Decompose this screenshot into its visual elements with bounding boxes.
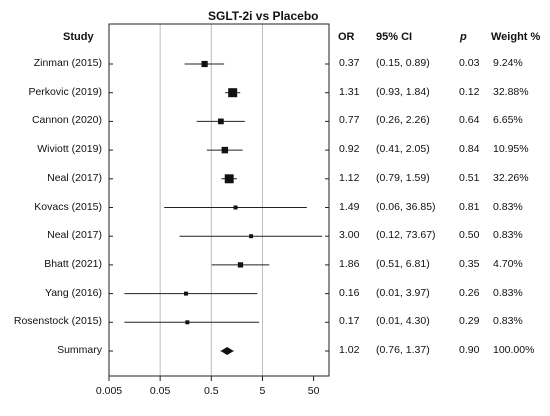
- ci-value-1: (0.93, 1.84): [376, 85, 430, 98]
- x-tick-label-2: 0.5: [204, 385, 219, 397]
- weight-value-5: 0.83%: [493, 200, 523, 213]
- or-value-8: 0.16: [339, 286, 360, 299]
- x-tick-label-0: 0.005: [96, 385, 122, 397]
- study-label-4: Neal (2017): [47, 171, 102, 184]
- p-value-8: 0.26: [459, 286, 480, 299]
- weight-value-3: 10.95%: [493, 143, 529, 156]
- weight-value-9: 0.83%: [493, 315, 523, 328]
- or-value-2: 0.77: [339, 114, 360, 127]
- p-value-5: 0.81: [459, 200, 480, 213]
- point-estimate-7: [237, 262, 244, 268]
- ci-value-4: (0.79, 1.59): [376, 171, 430, 184]
- or-value-10: 1.02: [339, 344, 360, 356]
- ci-value-5: (0.06, 36.85): [376, 200, 436, 213]
- weight-value-4: 32.26%: [493, 171, 529, 184]
- study-label-3: Wiviott (2019): [37, 143, 102, 156]
- point-estimate-2: [218, 118, 224, 125]
- header-weight: Weight %: [491, 31, 541, 43]
- p-value-1: 0.12: [459, 85, 480, 98]
- p-value-4: 0.51: [459, 171, 480, 184]
- plot-frame: [108, 23, 330, 377]
- x-tick-label-4: 50: [308, 385, 320, 397]
- weight-value-2: 6.65%: [493, 114, 523, 127]
- x-tick-label-1: 0.05: [150, 385, 171, 397]
- study-label-8: Yang (2016): [44, 286, 102, 299]
- weight-value-10: 100.00%: [493, 344, 535, 356]
- or-value-5: 1.49: [339, 200, 360, 213]
- point-estimate-5: [233, 205, 238, 210]
- p-value-7: 0.35: [459, 257, 480, 270]
- header-p: p: [460, 31, 467, 43]
- ci-value-0: (0.15, 0.89): [376, 57, 430, 69]
- chart-title: SGLT-2i vs Placebo: [208, 9, 319, 23]
- x-tick-label-3: 5: [260, 385, 266, 397]
- p-value-10: 0.90: [459, 344, 480, 356]
- ci-value-6: (0.12, 73.67): [376, 229, 436, 242]
- summary-diamond: [220, 347, 234, 355]
- ci-value-3: (0.41, 2.05): [376, 143, 430, 156]
- or-value-4: 1.12: [339, 171, 360, 184]
- study-label-10: Summary: [57, 344, 102, 356]
- or-value-1: 1.31: [339, 85, 360, 98]
- study-label-0: Zinman (2015): [33, 57, 102, 69]
- header-study: Study: [63, 31, 94, 43]
- ci-value-2: (0.26, 2.26): [376, 114, 430, 127]
- point-estimate-3: [221, 146, 229, 154]
- p-value-9: 0.29: [459, 315, 480, 328]
- study-label-1: Perkovic (2019): [28, 85, 102, 98]
- study-label-6: Neal (2017): [47, 229, 102, 242]
- weight-value-8: 0.83%: [493, 286, 523, 299]
- p-value-6: 0.50: [459, 229, 480, 242]
- ci-value-10: (0.76, 1.37): [376, 344, 430, 356]
- weight-value-6: 0.83%: [493, 229, 523, 242]
- or-value-6: 3.00: [339, 229, 360, 242]
- ci-value-8: (0.01, 3.97): [376, 286, 430, 299]
- point-estimate-4: [224, 174, 234, 184]
- p-value-3: 0.84: [459, 143, 480, 156]
- or-value-9: 0.17: [339, 315, 360, 328]
- point-estimate-6: [249, 234, 254, 239]
- study-label-7: Bhatt (2021): [44, 257, 102, 270]
- p-value-2: 0.64: [459, 114, 480, 127]
- or-value-3: 0.92: [339, 143, 360, 156]
- point-estimate-1: [228, 88, 238, 98]
- study-label-9: Rosenstock (2015): [13, 315, 102, 328]
- p-value-0: 0.03: [459, 57, 480, 69]
- point-estimate-0: [201, 60, 208, 68]
- study-label-5: Kovacs (2015): [34, 200, 102, 213]
- study-label-2: Cannon (2020): [31, 114, 102, 127]
- point-estimate-8: [184, 291, 188, 296]
- or-value-0: 0.37: [339, 57, 360, 69]
- weight-value-1: 32.88%: [493, 85, 529, 98]
- header-or: OR: [338, 31, 355, 43]
- or-value-7: 1.86: [339, 257, 360, 270]
- point-estimate-9: [185, 320, 190, 325]
- header-ci: 95% CI: [376, 31, 413, 43]
- weight-value-7: 4.70%: [493, 257, 523, 270]
- ci-value-7: (0.51, 6.81): [376, 257, 430, 270]
- ci-value-9: (0.01, 4.30): [376, 315, 430, 328]
- weight-value-0: 9.24%: [493, 57, 523, 69]
